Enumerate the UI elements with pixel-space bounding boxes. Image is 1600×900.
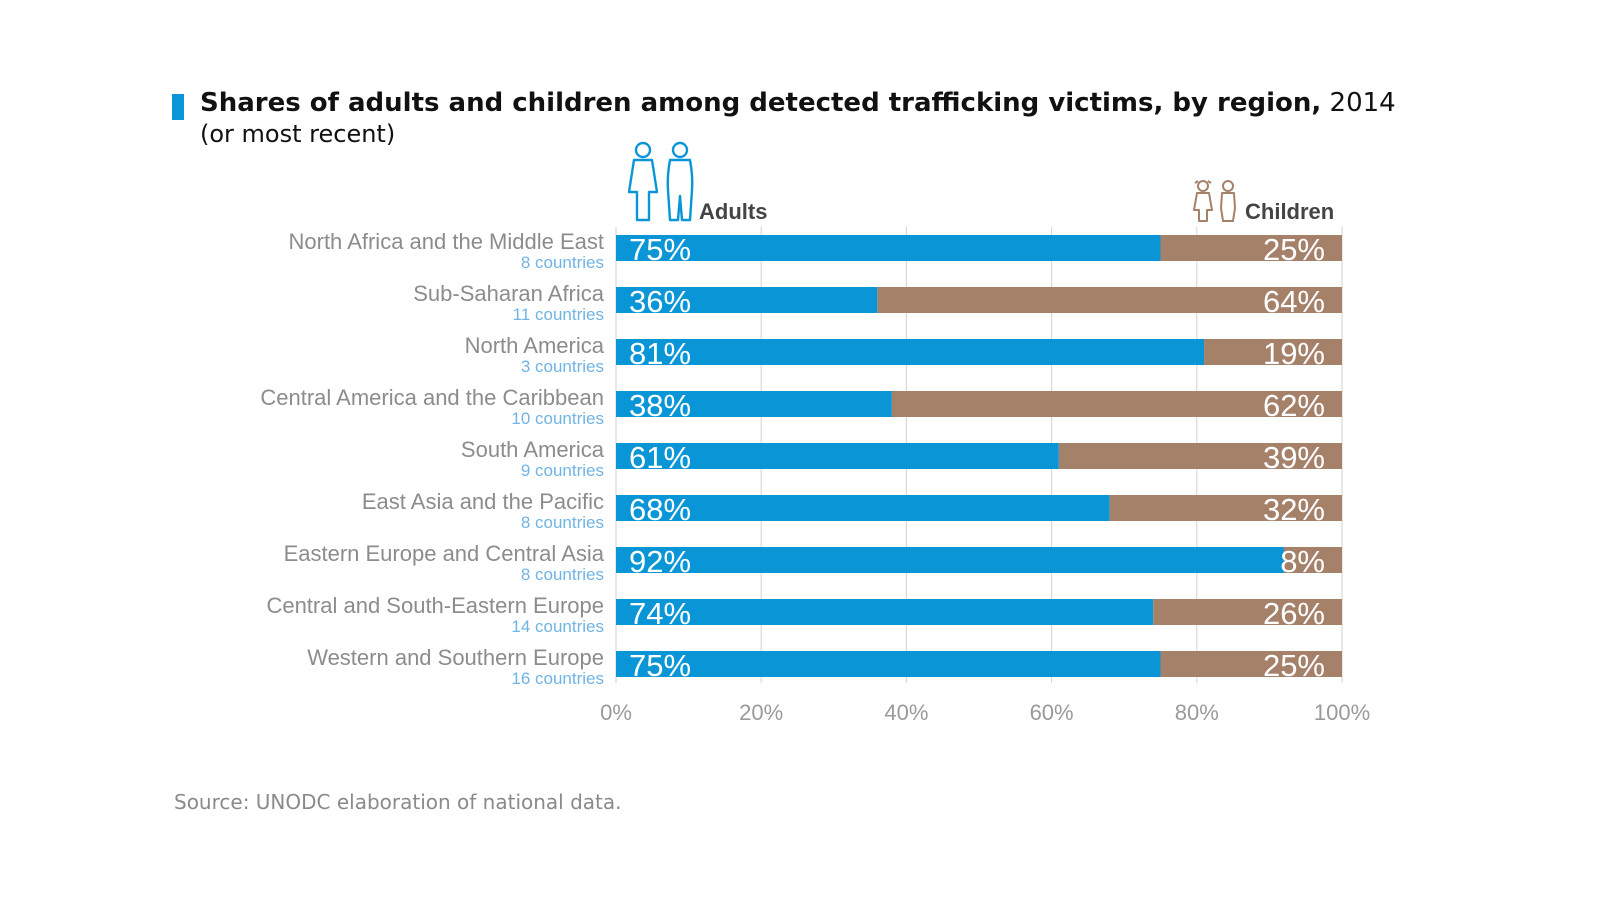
- data-label-adults: 68%: [629, 492, 691, 527]
- bar-adults: [616, 651, 1161, 677]
- region-label: Central and South-Eastern Europe: [266, 593, 604, 618]
- data-label-children: 25%: [1263, 232, 1325, 267]
- chart-subtitle: (or most recent): [200, 120, 396, 148]
- data-label-adults: 81%: [629, 336, 691, 371]
- data-label-children: 25%: [1263, 648, 1325, 683]
- adults-figures-icon: [627, 141, 694, 222]
- bar-adults: [616, 443, 1059, 469]
- x-tick-label: 0%: [600, 700, 632, 725]
- bar-children: [1283, 547, 1342, 573]
- bars: 75% 25% 36% 64% 81% 19% 38% 62% 61% 39% 68% 32% 92% 8…: [616, 232, 1342, 683]
- bar-children: [1160, 651, 1342, 677]
- bar-adults: [616, 495, 1110, 521]
- bar-children: [1204, 339, 1342, 365]
- x-axis-ticks: 0% 20% 40% 60% 80% 100%: [600, 700, 1370, 725]
- data-label-adults: 61%: [629, 440, 691, 475]
- country-count: 8 countries: [521, 253, 604, 272]
- region-label: North America: [465, 333, 605, 358]
- chart-title-main: Shares of adults and children among dete…: [200, 88, 1322, 118]
- data-label-children: 39%: [1263, 440, 1325, 475]
- bar-children: [1160, 235, 1342, 261]
- bar-children: [877, 287, 1342, 313]
- region-label: Western and Southern Europe: [307, 645, 604, 670]
- chart-title-year: 2014: [1329, 88, 1396, 118]
- x-tick-label: 80%: [1175, 700, 1219, 725]
- legend-children: Children: [1245, 199, 1334, 224]
- data-label-adults: 38%: [629, 388, 691, 423]
- country-count: 8 countries: [521, 565, 604, 584]
- legend-adults: Adults: [699, 199, 767, 224]
- bar-children: [1109, 495, 1342, 521]
- data-label-children: 19%: [1263, 336, 1325, 371]
- x-tick-label: 40%: [884, 700, 928, 725]
- region-label: Central America and the Caribbean: [260, 385, 604, 410]
- bar-children: [1058, 443, 1342, 469]
- data-label-adults: 92%: [629, 544, 691, 579]
- bar-adults: [616, 339, 1205, 365]
- bar-adults: [616, 235, 1161, 261]
- x-tick-label: 60%: [1030, 700, 1074, 725]
- bar-adults: [616, 547, 1284, 573]
- data-label-adults: 74%: [629, 596, 691, 631]
- data-label-adults: 75%: [629, 648, 691, 683]
- region-label: North Africa and the Middle East: [289, 229, 605, 254]
- data-label-adults: 75%: [629, 232, 691, 267]
- chart-title: Shares of adults and children among dete…: [200, 88, 1396, 119]
- bar-children: [891, 391, 1342, 417]
- data-label-children: 62%: [1263, 388, 1325, 423]
- country-count: 11 countries: [513, 305, 604, 324]
- country-count: 16 countries: [511, 669, 604, 688]
- x-tick-label: 100%: [1314, 700, 1370, 725]
- region-label: South America: [461, 437, 605, 462]
- country-count: 3 countries: [521, 357, 604, 376]
- data-label-children: 32%: [1263, 492, 1325, 527]
- x-tick-label: 20%: [739, 700, 783, 725]
- bar-adults: [616, 391, 892, 417]
- data-label-adults: 36%: [629, 284, 691, 319]
- source-note: Source: UNODC elaboration of national da…: [174, 790, 622, 814]
- bar-children: [1153, 599, 1342, 625]
- data-label-children: 26%: [1263, 596, 1325, 631]
- region-label: Sub-Saharan Africa: [413, 281, 605, 306]
- country-count: 8 countries: [521, 513, 604, 532]
- children-figures-icon: [1193, 180, 1236, 222]
- country-count: 10 countries: [511, 409, 604, 428]
- region-label: Eastern Europe and Central Asia: [284, 541, 605, 566]
- country-count: 9 countries: [521, 461, 604, 480]
- data-label-children: 8%: [1280, 544, 1325, 579]
- bar-adults: [616, 287, 878, 313]
- country-count: 14 countries: [511, 617, 604, 636]
- data-label-children: 64%: [1263, 284, 1325, 319]
- title-marker: [172, 94, 184, 120]
- bar-adults: [616, 599, 1154, 625]
- region-label: East Asia and the Pacific: [362, 489, 604, 514]
